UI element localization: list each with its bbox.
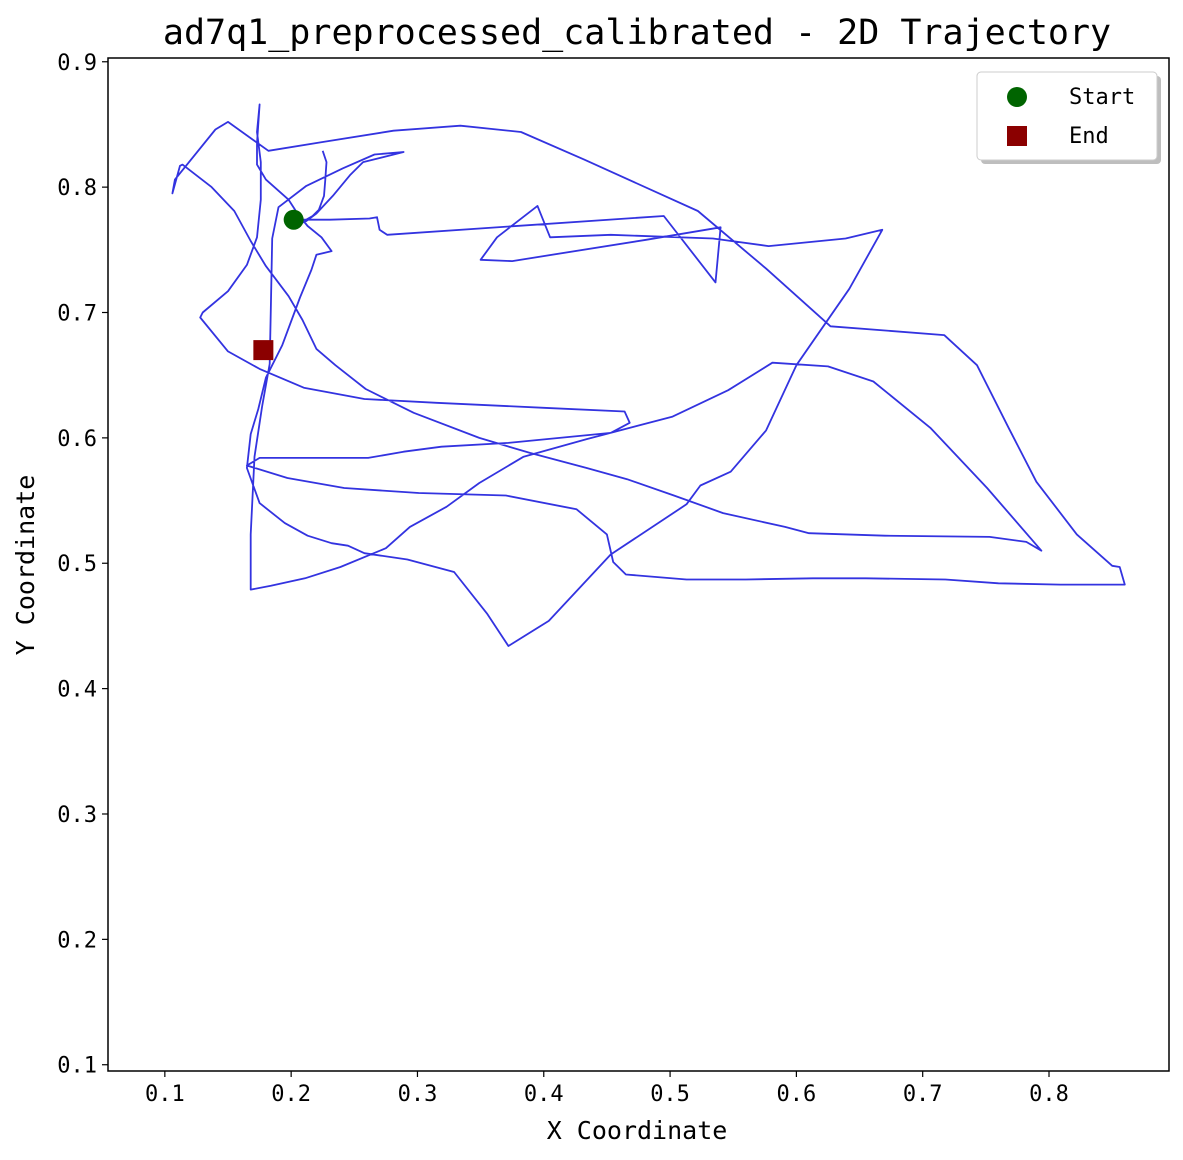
legend-end-label: End: [1069, 124, 1109, 149]
legend: Start End: [976, 71, 1161, 164]
end-marker: [253, 340, 274, 361]
chart-title: ad7q1_preprocessed_calibrated - 2D Traje…: [163, 13, 1111, 53]
x-tick-label: 0.3: [398, 1082, 438, 1107]
x-tick-label: 0.6: [777, 1082, 817, 1107]
x-axis: 0.1 0.2 0.3 0.4 0.5 0.6 0.7 0.8: [145, 1071, 1069, 1107]
plot-frame: [107, 57, 1170, 1072]
trajectory-line-0: [171, 103, 1126, 647]
y-axis-label: Y Coordinate: [11, 475, 40, 656]
y-tick-label: 0.9: [57, 51, 97, 76]
y-tick-label: 0.8: [57, 176, 97, 201]
x-tick-label: 0.2: [271, 1082, 311, 1107]
x-tick-label: 0.4: [524, 1082, 564, 1107]
x-axis-label: X Coordinate: [547, 1116, 728, 1145]
y-tick-label: 0.5: [57, 552, 97, 577]
x-tick-label: 0.7: [903, 1082, 943, 1107]
x-tick-label: 0.8: [1029, 1082, 1069, 1107]
x-tick-label: 0.1: [145, 1082, 185, 1107]
plot-area: [107, 57, 1170, 1072]
y-axis: 0.1 0.2 0.3 0.4 0.5 0.6 0.7 0.8 0.9: [57, 51, 108, 1079]
legend-start-label: Start: [1069, 85, 1135, 110]
y-tick-label: 0.2: [57, 928, 97, 953]
y-tick-label: 0.4: [57, 678, 97, 703]
y-tick-label: 0.7: [57, 302, 97, 327]
y-tick-label: 0.6: [57, 427, 97, 452]
start-marker: [283, 209, 304, 230]
y-tick-label: 0.1: [57, 1054, 97, 1079]
legend-end-marker: [1007, 126, 1027, 146]
legend-start-marker: [1007, 87, 1027, 107]
trajectory-line-group: [171, 103, 1126, 647]
y-tick-label: 0.3: [57, 803, 97, 828]
x-tick-label: 0.5: [650, 1082, 690, 1107]
marker-group: [253, 209, 304, 361]
